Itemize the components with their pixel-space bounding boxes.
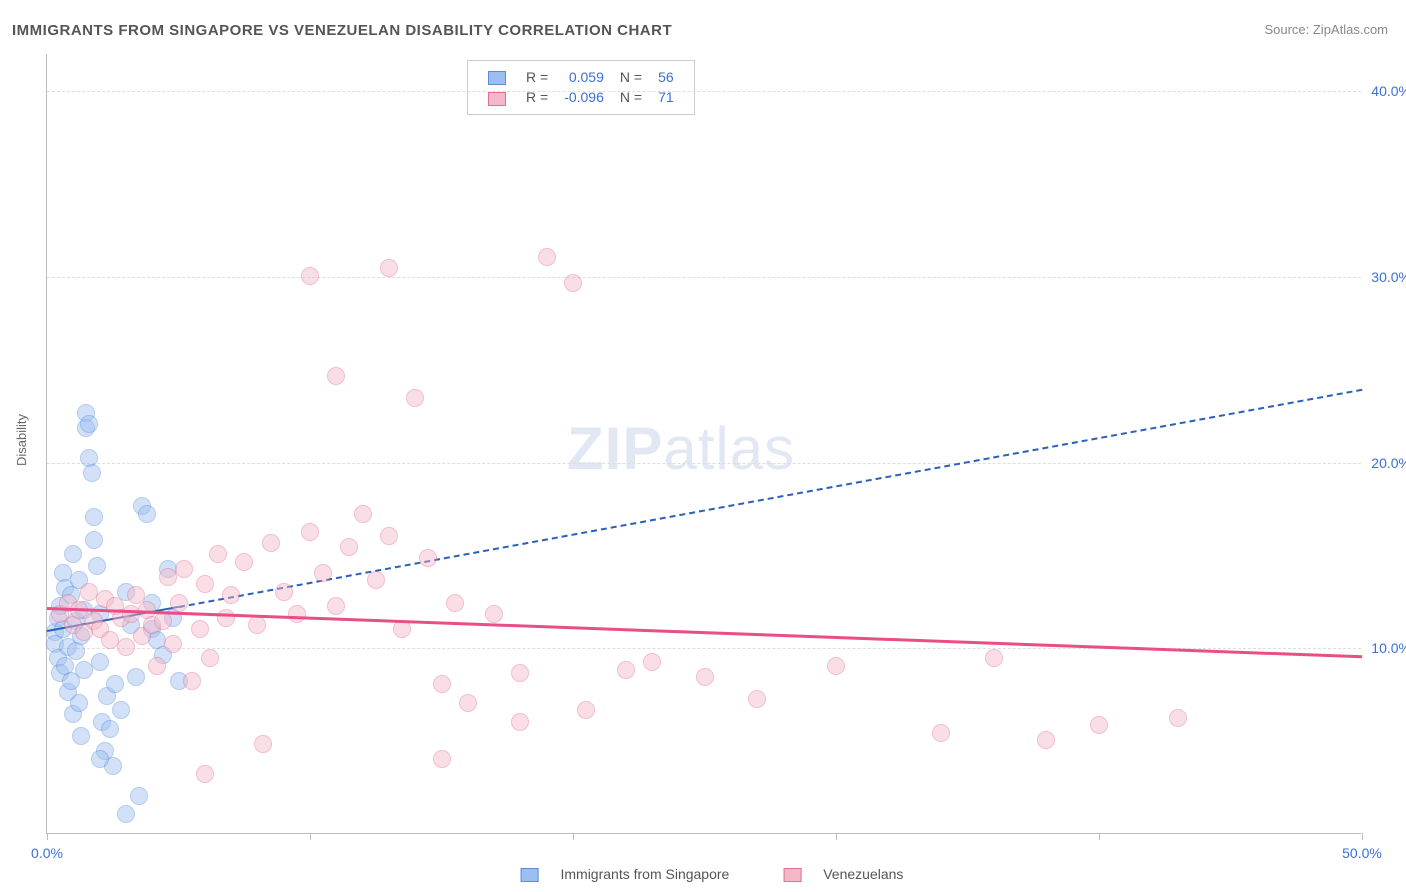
legend-row-singapore: R =0.059N =56	[480, 67, 682, 87]
data-point-venezuelans	[154, 612, 172, 630]
trend-line-venezuelans	[47, 607, 1362, 658]
x-tick	[47, 833, 48, 840]
data-point-venezuelans	[327, 367, 345, 385]
data-point-venezuelans	[380, 259, 398, 277]
data-point-venezuelans	[354, 505, 372, 523]
data-point-singapore	[91, 750, 109, 768]
data-point-venezuelans	[406, 389, 424, 407]
data-point-singapore	[112, 701, 130, 719]
data-point-singapore	[72, 727, 90, 745]
data-point-venezuelans	[985, 649, 1003, 667]
x-tick-label: 0.0%	[31, 845, 63, 861]
data-point-venezuelans	[696, 668, 714, 686]
data-point-venezuelans	[433, 750, 451, 768]
y-tick-label: 40.0%	[1363, 83, 1406, 99]
source-attribution: Source: ZipAtlas.com	[1264, 22, 1388, 37]
data-point-venezuelans	[1037, 731, 1055, 749]
gridline	[47, 277, 1361, 278]
trend-line-singapore-dashed	[178, 388, 1362, 607]
data-point-venezuelans	[327, 597, 345, 615]
x-tick	[310, 833, 311, 840]
y-tick-label: 10.0%	[1363, 640, 1406, 656]
data-point-singapore	[70, 694, 88, 712]
data-point-venezuelans	[314, 564, 332, 582]
data-point-venezuelans	[196, 765, 214, 783]
data-point-singapore	[91, 653, 109, 671]
data-point-venezuelans	[222, 586, 240, 604]
data-point-venezuelans	[175, 560, 193, 578]
data-point-venezuelans	[164, 635, 182, 653]
y-tick-label: 30.0%	[1363, 269, 1406, 285]
data-point-venezuelans	[419, 549, 437, 567]
data-point-venezuelans	[117, 638, 135, 656]
data-point-venezuelans	[1169, 709, 1187, 727]
data-point-venezuelans	[511, 664, 529, 682]
data-point-venezuelans	[511, 713, 529, 731]
x-tick-label: 50.0%	[1342, 845, 1382, 861]
data-point-venezuelans	[209, 545, 227, 563]
data-point-singapore	[117, 805, 135, 823]
data-point-singapore	[88, 557, 106, 575]
data-point-venezuelans	[248, 616, 266, 634]
data-point-venezuelans	[564, 274, 582, 292]
plot-area: ZIPatlas R =0.059N =56R =-0.096N =71 10.…	[46, 54, 1361, 834]
data-point-singapore	[138, 505, 156, 523]
data-point-venezuelans	[827, 657, 845, 675]
y-tick-label: 20.0%	[1363, 455, 1406, 471]
gridline	[47, 91, 1361, 92]
data-point-venezuelans	[235, 553, 253, 571]
data-point-venezuelans	[191, 620, 209, 638]
data-point-singapore	[83, 464, 101, 482]
data-point-venezuelans	[275, 583, 293, 601]
data-point-venezuelans	[485, 605, 503, 623]
data-point-venezuelans	[301, 523, 319, 541]
y-axis-title: Disability	[14, 414, 29, 466]
gridline	[47, 463, 1361, 464]
data-point-venezuelans	[340, 538, 358, 556]
data-point-venezuelans	[262, 534, 280, 552]
data-point-singapore	[85, 531, 103, 549]
correlation-legend: R =0.059N =56R =-0.096N =71	[467, 60, 695, 115]
data-point-singapore	[80, 415, 98, 433]
data-point-venezuelans	[932, 724, 950, 742]
data-point-venezuelans	[254, 735, 272, 753]
data-point-singapore	[85, 508, 103, 526]
data-point-venezuelans	[433, 675, 451, 693]
series-legend: Immigrants from Singapore Venezuelans	[485, 866, 922, 882]
x-tick	[1099, 833, 1100, 840]
data-point-venezuelans	[217, 609, 235, 627]
x-tick	[836, 833, 837, 840]
data-point-venezuelans	[201, 649, 219, 667]
legend-item-venezuelans: Venezuelans	[765, 866, 903, 882]
data-point-venezuelans	[170, 594, 188, 612]
watermark: ZIPatlas	[567, 414, 795, 483]
data-point-venezuelans	[380, 527, 398, 545]
data-point-singapore	[127, 668, 145, 686]
data-point-venezuelans	[643, 653, 661, 671]
data-point-venezuelans	[1090, 716, 1108, 734]
x-tick	[1362, 833, 1363, 840]
data-point-venezuelans	[288, 605, 306, 623]
data-point-venezuelans	[617, 661, 635, 679]
data-point-venezuelans	[748, 690, 766, 708]
legend-item-singapore: Immigrants from Singapore	[503, 866, 730, 882]
data-point-singapore	[101, 720, 119, 738]
data-point-venezuelans	[446, 594, 464, 612]
data-point-singapore	[64, 545, 82, 563]
x-tick	[573, 833, 574, 840]
data-point-venezuelans	[148, 657, 166, 675]
data-point-venezuelans	[577, 701, 595, 719]
data-point-venezuelans	[367, 571, 385, 589]
data-point-venezuelans	[196, 575, 214, 593]
data-point-singapore	[106, 675, 124, 693]
chart-title: IMMIGRANTS FROM SINGAPORE VS VENEZUELAN …	[12, 22, 672, 39]
data-point-venezuelans	[301, 267, 319, 285]
data-point-venezuelans	[183, 672, 201, 690]
data-point-venezuelans	[538, 248, 556, 266]
data-point-singapore	[130, 787, 148, 805]
data-point-venezuelans	[459, 694, 477, 712]
